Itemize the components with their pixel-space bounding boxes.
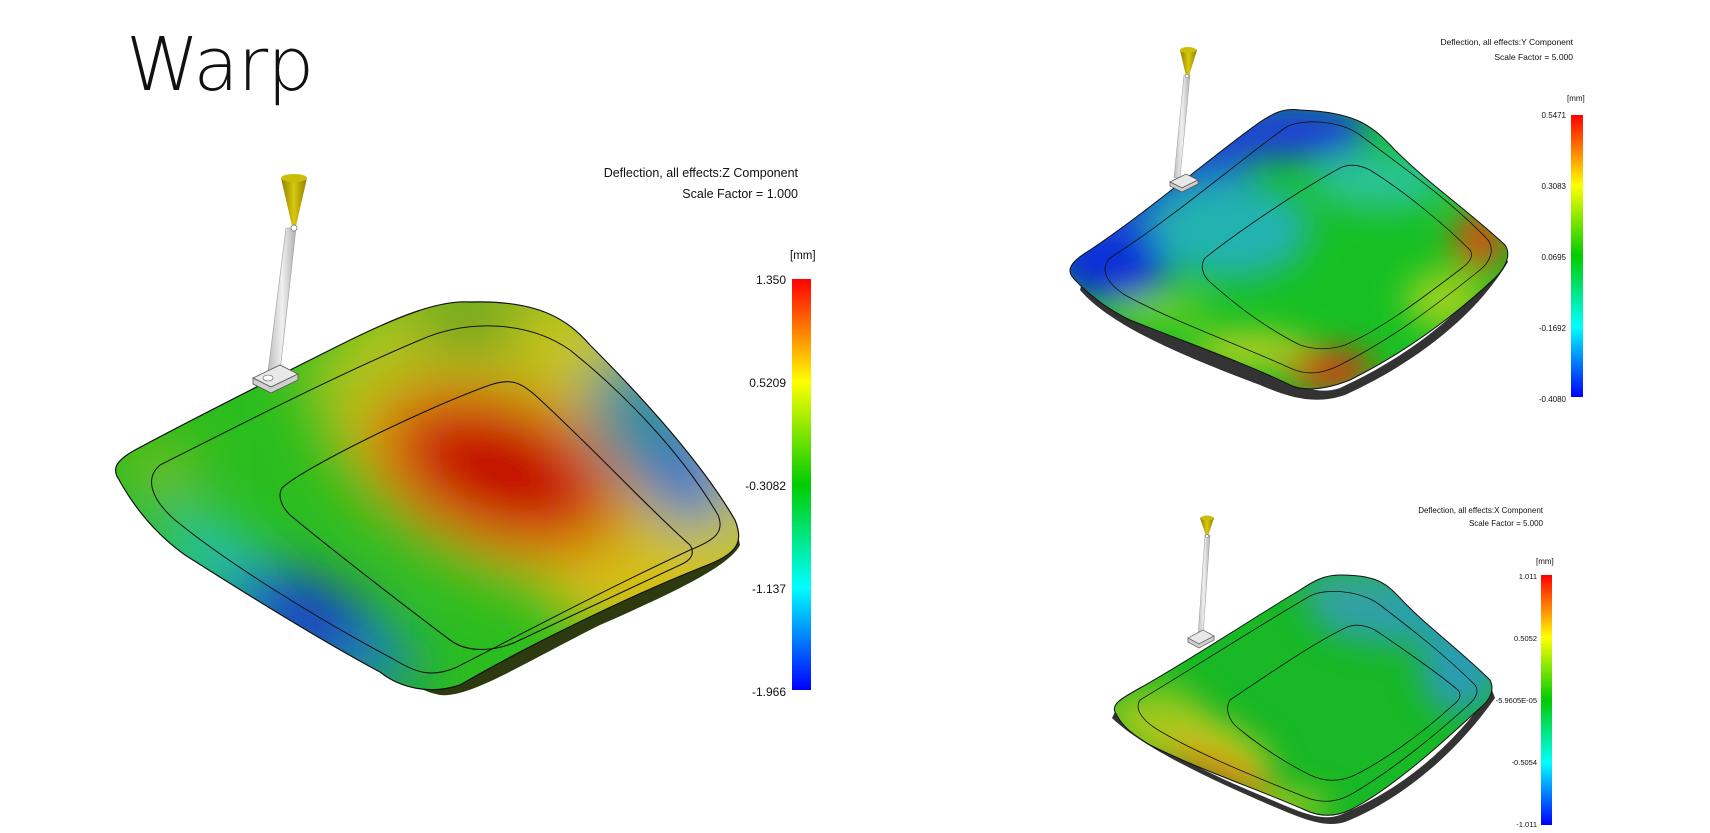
- part-inner-border-x: [1137, 591, 1478, 802]
- scale-factor-y: Scale Factor = 5.000: [1494, 52, 1573, 62]
- gate-runner-x: [1187, 515, 1215, 649]
- part-pocket-x: [1227, 624, 1461, 781]
- legend-tick: -0.3082: [745, 479, 786, 493]
- color-scale-bar-x: [1541, 575, 1552, 825]
- scale-factor-z: Scale Factor = 1.000: [682, 187, 798, 201]
- part-pocket-y: [1201, 164, 1472, 350]
- part-inner-border-y: [1104, 121, 1492, 374]
- legend-tick: -5.9605E-05: [1495, 696, 1537, 705]
- legend-tick: 0.0695: [1541, 253, 1566, 262]
- color-scale-bar-z: [792, 279, 811, 690]
- scale-factor-x: Scale Factor = 5.000: [1468, 519, 1543, 528]
- result-title-x: Deflection, all effects:X Component: [1418, 506, 1543, 515]
- unit-label-x: [mm]: [1536, 557, 1554, 566]
- legend-tick: -1.137: [751, 582, 786, 596]
- part-edge-shadow-y: [1080, 255, 1508, 400]
- result-title-y: Deflection, all effects:Y Component: [1440, 37, 1573, 47]
- part-edge-shadow-x: [1112, 690, 1495, 825]
- legend-tick: 0.5052: [1514, 634, 1537, 643]
- gate-runner-z: [252, 174, 307, 394]
- part-outline-x: [1113, 574, 1493, 816]
- legend-tick: 0.3083: [1541, 182, 1566, 191]
- unit-label-y: [mm]: [1567, 94, 1585, 103]
- deflection-contour-z: [115, 301, 739, 690]
- gate-runner-y: [1169, 47, 1199, 193]
- deflection-contour-x: [1114, 575, 1492, 816]
- unit-label-z: [mm]: [790, 250, 816, 262]
- deflection-contour-y: [1070, 109, 1508, 389]
- legend-tick: 1.011: [1518, 572, 1537, 581]
- legend-tick: -0.1692: [1538, 324, 1566, 333]
- legend-tick: -1.011: [1516, 820, 1537, 829]
- part-outline-z: [114, 301, 740, 691]
- part-inner-border-z: [151, 325, 721, 674]
- legend-tick: 1.350: [755, 273, 786, 287]
- part-pocket-z: [279, 381, 693, 651]
- legend-tick: -1.966: [751, 685, 786, 699]
- legend-tick: 0.5209: [749, 376, 786, 390]
- part-outline-y: [1069, 109, 1509, 390]
- legend-tick: -0.4080: [1538, 395, 1566, 404]
- legend-tick: -0.5054: [1511, 758, 1537, 767]
- legend-tick: 0.5471: [1541, 111, 1566, 120]
- result-title-z: Deflection, all effects:Z Component: [603, 166, 798, 180]
- slide-title: Warp: [126, 22, 314, 108]
- color-scale-bar-y: [1571, 115, 1583, 397]
